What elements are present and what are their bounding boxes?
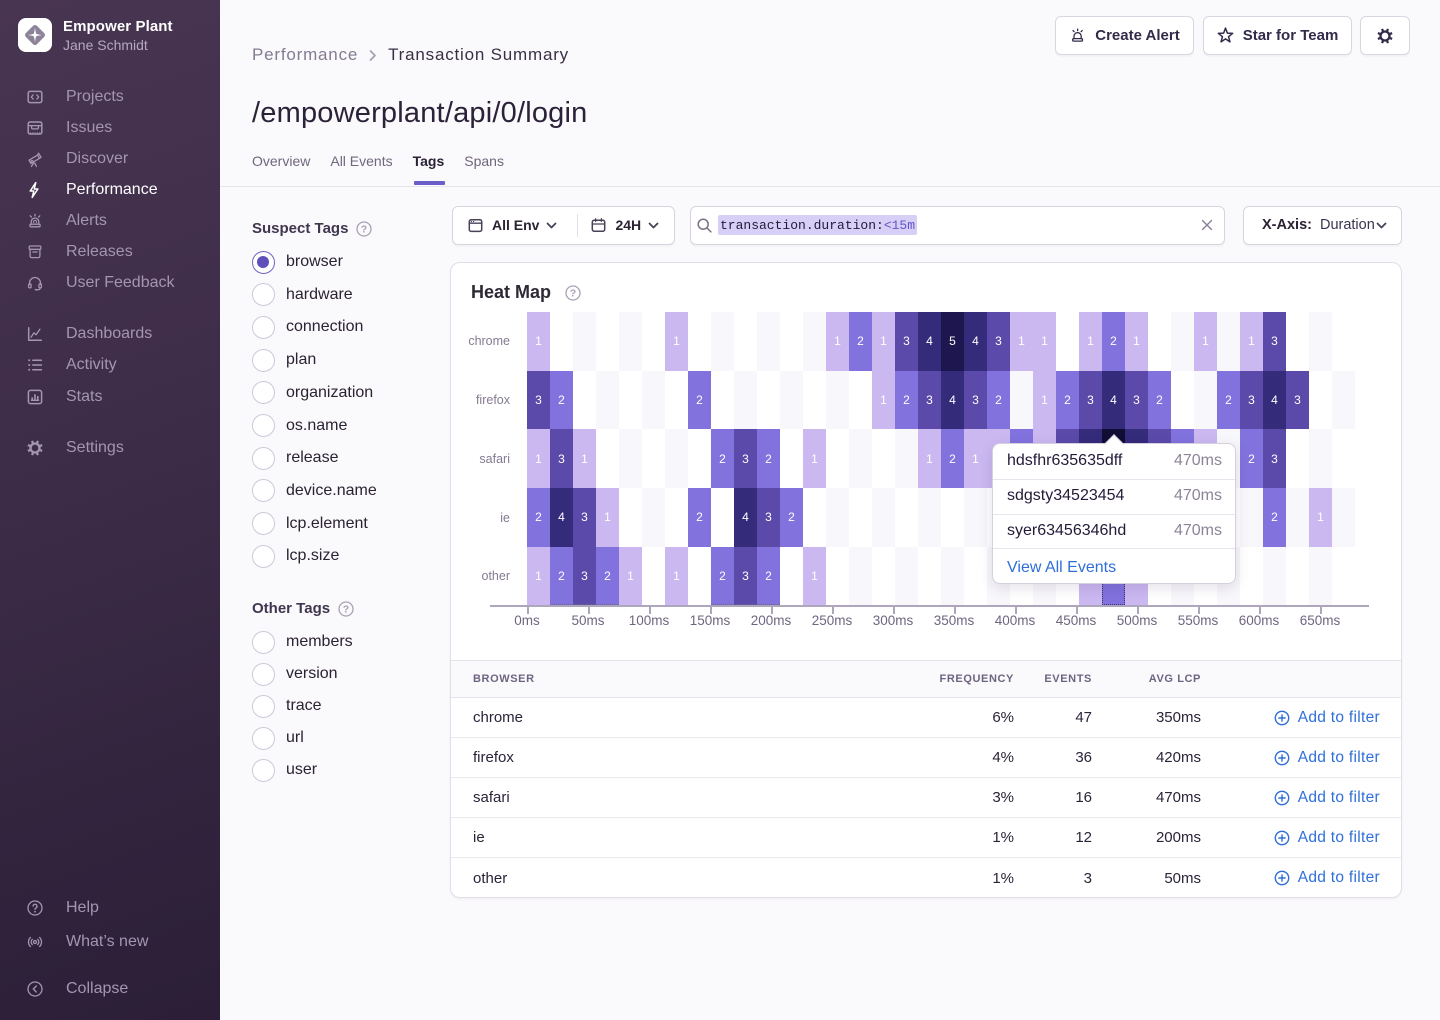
svg-text:?: ? bbox=[361, 223, 367, 235]
svg-text:?: ? bbox=[570, 287, 576, 299]
svg-text:?: ? bbox=[343, 603, 349, 615]
